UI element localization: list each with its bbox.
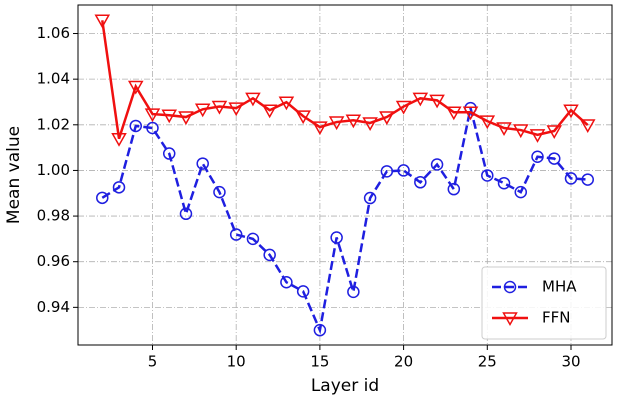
legend-marker [502, 312, 518, 327]
marker [497, 176, 511, 190]
marker [397, 164, 410, 177]
series-line [101, 107, 588, 335]
marker [330, 231, 343, 244]
x-tick-label: 15 [310, 353, 329, 371]
marker [246, 232, 260, 246]
marker [280, 275, 293, 289]
marker [194, 103, 211, 118]
marker [162, 147, 176, 160]
y-tick-label: 0.94 [37, 298, 70, 316]
y-tick-label: 1.04 [37, 70, 70, 88]
marker [263, 248, 276, 262]
x-tick-label: 20 [394, 353, 413, 371]
marker [362, 117, 378, 131]
marker [563, 104, 579, 119]
x-tick-label: 5 [148, 353, 158, 371]
marker [380, 165, 394, 178]
marker [313, 323, 327, 337]
legend-label: FFN [542, 309, 570, 327]
marker [546, 125, 563, 139]
marker [512, 124, 529, 139]
x-tick-label: 10 [227, 353, 246, 371]
marker [94, 14, 111, 29]
marker [345, 114, 362, 129]
marker [479, 115, 496, 130]
marker [447, 182, 461, 196]
marker [179, 207, 193, 221]
marker [379, 111, 395, 126]
plot-frame [77, 4, 613, 346]
marker [514, 185, 528, 199]
x-axis-label: Layer id [311, 376, 379, 396]
marker [564, 172, 578, 185]
marker [245, 92, 261, 107]
marker [529, 129, 546, 143]
marker [412, 92, 429, 107]
marker [178, 111, 194, 126]
marker [414, 176, 427, 189]
marker [547, 152, 561, 165]
marker [146, 121, 159, 135]
legend-box [481, 266, 607, 340]
marker [363, 191, 377, 205]
y-axis-label: Mean value [4, 126, 24, 224]
marker [127, 80, 144, 95]
marker [446, 106, 462, 121]
marker [144, 108, 161, 123]
y-tick-label: 1.06 [37, 24, 70, 42]
marker [229, 228, 243, 241]
marker [429, 94, 445, 109]
marker [481, 169, 494, 182]
y-tick-label: 1.02 [37, 115, 70, 133]
marker [278, 96, 295, 111]
legend-label: MHA [542, 278, 577, 296]
y-tick-label: 0.98 [37, 207, 70, 225]
marker [347, 285, 360, 299]
x-tick-label: 30 [561, 353, 580, 371]
marker [496, 122, 512, 137]
marker [295, 110, 311, 125]
y-tick-label: 1.00 [37, 161, 70, 179]
marker [531, 150, 544, 163]
marker [111, 132, 127, 147]
marker [161, 109, 178, 124]
marker [328, 116, 345, 131]
legend-marker [503, 280, 517, 294]
marker [312, 121, 328, 136]
marker [129, 119, 143, 133]
marker [112, 181, 126, 194]
marker [296, 285, 310, 298]
marker [96, 191, 109, 205]
marker [228, 102, 244, 117]
x-tick-label: 25 [478, 353, 497, 371]
marker [261, 104, 278, 119]
marker [581, 173, 594, 186]
marker [462, 106, 479, 121]
marker [430, 158, 444, 171]
marker [395, 100, 412, 115]
marker [579, 119, 596, 134]
y-tick-label: 0.96 [37, 252, 70, 270]
marker [213, 185, 226, 199]
marker [211, 100, 228, 115]
marker [196, 157, 209, 170]
